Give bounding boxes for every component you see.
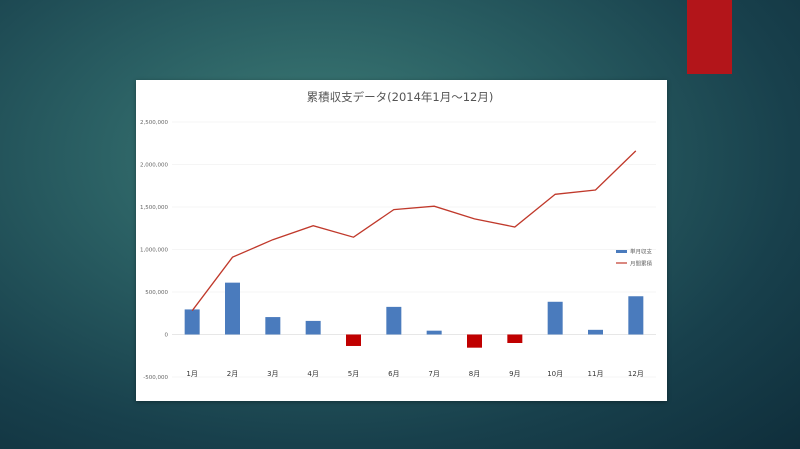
bar-3月 <box>265 317 281 335</box>
chart-title: 累積収支データ(2014年1月～12月) <box>307 90 494 104</box>
x-tick-label: 9月 <box>509 370 520 378</box>
line-series <box>191 150 637 312</box>
x-tick-label: 11月 <box>588 370 604 378</box>
x-tick-label: 12月 <box>628 370 644 378</box>
bar-8月 <box>467 334 482 348</box>
y-tick-label: 0 <box>165 333 169 339</box>
bar-series <box>184 282 644 348</box>
legend-swatch-bar <box>616 250 627 253</box>
cumulative-line <box>191 150 637 312</box>
bar-10月 <box>547 301 563 335</box>
y-tick-label: 1,000,000 <box>140 248 168 254</box>
x-tick-label: 2月 <box>227 370 238 378</box>
bar-9月 <box>507 334 523 343</box>
slide-accent-bar <box>687 0 732 74</box>
chart-panel: 累積収支データ(2014年1月～12月) 2,500,000 2,000,000 1… <box>136 80 667 401</box>
x-tick-label: 4月 <box>307 370 318 378</box>
bar-4月 <box>305 320 321 335</box>
bar-6月 <box>386 306 402 335</box>
grid-layer <box>172 121 656 378</box>
x-tick-label: 8月 <box>469 370 480 378</box>
legend: 単月収支 月間累積 <box>616 248 653 268</box>
x-tick-label: 3月 <box>267 370 278 378</box>
y-tick-label: 500,000 <box>145 290 168 296</box>
x-tick-label: 6月 <box>388 370 399 378</box>
x-tick-label: 10月 <box>547 370 563 378</box>
bar-1月 <box>184 309 200 335</box>
y-tick-label: 2,000,000 <box>140 163 168 169</box>
bar-5月 <box>346 334 361 346</box>
y-tick-label: 2,500,000 <box>140 120 168 126</box>
x-axis-tick-labels: 1月 2月 3月 4月 5月 6月 7月 8月 9月 10月 11月 12月 <box>186 370 643 378</box>
chart-svg: 累積収支データ(2014年1月～12月) 2,500,000 2,000,000 1… <box>140 90 656 381</box>
x-tick-label: 5月 <box>348 370 359 378</box>
x-tick-label: 7月 <box>428 370 439 378</box>
bar-11月 <box>588 329 603 335</box>
y-axis-tick-labels: 2,500,000 2,000,000 1,500,000 1,000,000 500,… <box>140 120 169 381</box>
bar-7月 <box>426 330 442 335</box>
legend-label-line: 月間累積 <box>630 260 653 268</box>
y-tick-label: 1,500,000 <box>140 205 168 211</box>
bar-2月 <box>225 282 240 335</box>
legend-label-bar: 単月収支 <box>630 248 653 256</box>
y-tick-label: -500,000 <box>143 375 168 381</box>
bar-12月 <box>628 296 644 335</box>
x-tick-label: 1月 <box>186 370 197 378</box>
